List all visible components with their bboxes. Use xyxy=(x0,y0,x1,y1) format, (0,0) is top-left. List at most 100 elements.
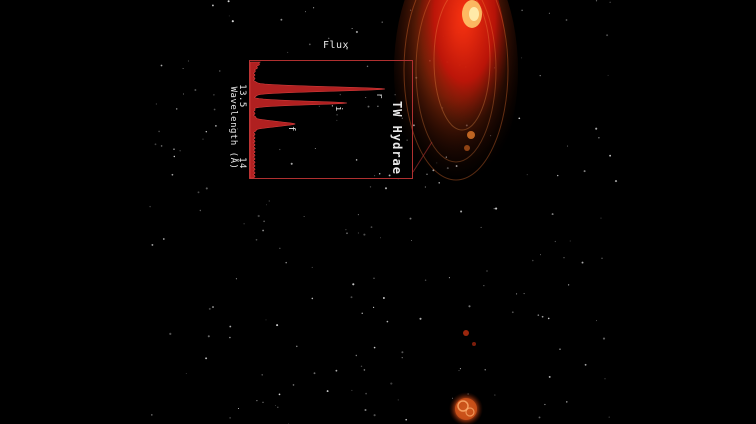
star-dot xyxy=(208,307,211,310)
star-dot xyxy=(350,296,353,299)
star-dot xyxy=(480,226,482,228)
star-dot xyxy=(521,9,523,12)
star-dot xyxy=(357,232,359,234)
star-dot xyxy=(604,378,606,380)
star-dot xyxy=(279,247,281,249)
star-dot xyxy=(219,70,221,72)
star-dot xyxy=(227,0,230,3)
star-dot xyxy=(609,154,611,157)
star-dot xyxy=(314,147,316,149)
star-dot xyxy=(380,237,381,239)
star-dot xyxy=(547,317,550,320)
star-dot xyxy=(424,186,426,188)
star-dot xyxy=(569,240,571,242)
star-dot xyxy=(261,374,263,376)
star-dot xyxy=(173,155,176,158)
star-dot xyxy=(381,21,383,23)
star-dot xyxy=(405,418,408,421)
chart-frame xyxy=(249,60,413,179)
star-dot xyxy=(614,180,618,183)
star-dot xyxy=(151,243,154,246)
star-dot xyxy=(213,108,216,111)
star-dot xyxy=(182,93,185,95)
star-dot xyxy=(373,346,376,349)
star-dot xyxy=(346,47,348,50)
star-dot xyxy=(369,186,372,188)
star-dot xyxy=(187,60,189,62)
star-dot xyxy=(339,93,341,96)
star-dot xyxy=(308,43,311,46)
star-dot xyxy=(185,373,187,375)
star-dot xyxy=(255,238,258,241)
star-dot xyxy=(280,18,283,21)
star-dot xyxy=(609,1,611,3)
star-dot xyxy=(401,351,404,354)
star-dot xyxy=(424,279,427,281)
star-dot xyxy=(171,173,174,176)
star-dot xyxy=(565,19,568,21)
star-dot xyxy=(584,363,587,366)
star-dot xyxy=(155,103,157,105)
star-dot xyxy=(287,51,289,53)
star-dot xyxy=(390,382,393,385)
star-dot xyxy=(495,207,498,210)
young-star xyxy=(449,392,483,424)
star-dot xyxy=(351,389,353,391)
star-dot xyxy=(265,319,267,321)
star-dot xyxy=(313,372,316,375)
star-dot xyxy=(374,175,376,177)
star-dot xyxy=(458,370,460,372)
star-dot xyxy=(419,317,422,320)
star-dot xyxy=(373,414,376,417)
star-dot xyxy=(397,399,399,401)
star-dot xyxy=(377,105,379,107)
connector-line xyxy=(412,141,433,173)
star-dot xyxy=(262,229,264,232)
star-dot xyxy=(352,283,355,286)
star-dot xyxy=(205,357,208,360)
star-dot xyxy=(229,417,231,419)
star-dot xyxy=(459,368,461,370)
star-dot xyxy=(409,217,412,220)
star-dot xyxy=(229,336,231,339)
star-dot xyxy=(483,285,485,287)
star-dot xyxy=(215,125,217,127)
spectrum-chart xyxy=(249,60,413,179)
star-dot xyxy=(169,332,172,335)
star-dot xyxy=(263,220,265,223)
star-dot xyxy=(275,405,276,406)
star-dot xyxy=(551,213,554,216)
star-dot xyxy=(311,297,314,300)
star-dot xyxy=(326,390,329,393)
star-dot xyxy=(304,11,306,13)
star-dot xyxy=(278,393,281,396)
star-dot xyxy=(279,148,281,151)
star-dot xyxy=(544,403,546,406)
star-dot xyxy=(331,105,334,107)
star-dot xyxy=(364,408,367,412)
star-dot xyxy=(296,345,298,348)
star-dot xyxy=(211,4,214,7)
star-dot xyxy=(266,204,267,206)
star-dot xyxy=(351,28,353,29)
red-dot xyxy=(463,330,469,336)
star-dot xyxy=(207,335,210,338)
line-label-i: i xyxy=(332,106,343,112)
star-dot xyxy=(540,254,541,256)
star-dot xyxy=(548,12,550,14)
star-dot xyxy=(355,354,358,357)
star-dot xyxy=(237,407,240,410)
star-dot xyxy=(229,325,232,328)
star-dot xyxy=(277,406,279,409)
star-dot xyxy=(179,150,181,152)
star-dot xyxy=(160,64,163,67)
star-dot xyxy=(150,414,153,416)
star-dot xyxy=(526,174,528,176)
star-dot xyxy=(451,397,453,399)
star-dot xyxy=(386,320,389,323)
star-dot xyxy=(205,131,207,133)
star-dot xyxy=(162,238,165,240)
star-dot xyxy=(538,416,541,419)
star-name-label: TW Hydrae xyxy=(390,100,404,176)
